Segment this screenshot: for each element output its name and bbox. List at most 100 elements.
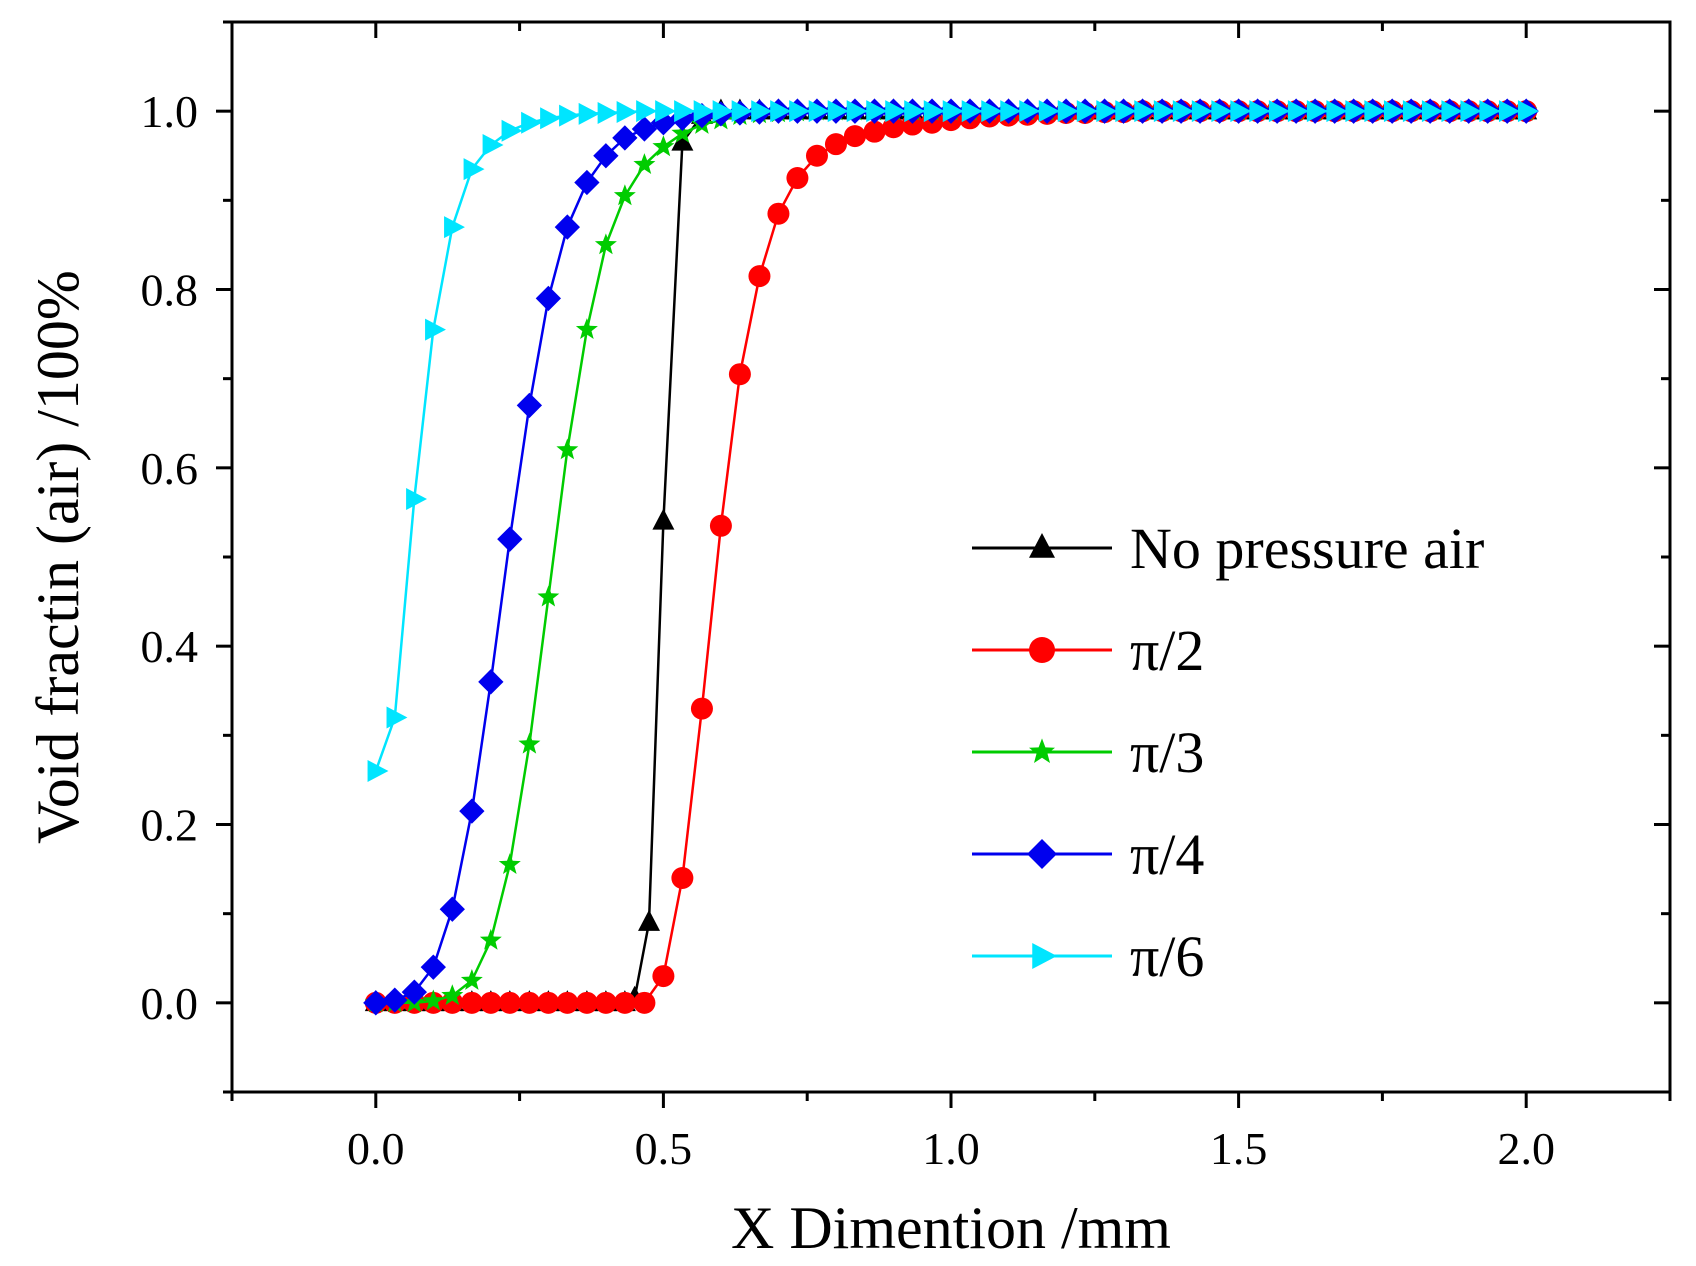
legend-label: No pressure air [1130, 516, 1484, 581]
y-tick-label: 0.4 [141, 621, 199, 672]
data-point [633, 991, 656, 1014]
data-point [386, 706, 408, 729]
data-point [594, 991, 617, 1014]
data-point [728, 363, 751, 386]
data-point [1115, 100, 1137, 123]
data-point [671, 129, 694, 151]
data-point [594, 233, 617, 255]
data-point [498, 991, 521, 1014]
legend: No pressure air π/2 π/3 π/4 π/6 [972, 516, 1484, 989]
data-point [1249, 100, 1271, 123]
legend-item: π/2 [972, 618, 1204, 683]
data-point [1287, 100, 1309, 123]
data-point [420, 954, 446, 980]
y-tick-label: 0.8 [141, 265, 199, 316]
data-point [652, 965, 675, 988]
series-layer [363, 98, 1539, 1016]
data-point [885, 100, 907, 123]
data-point [981, 100, 1003, 123]
data-point [1172, 100, 1194, 123]
data-point [631, 116, 658, 142]
data-point [636, 100, 658, 123]
data-point [518, 991, 541, 1014]
series-line [374, 109, 1527, 772]
x-axis-title: X Dimention /mm [731, 1195, 1171, 1261]
data-point [460, 991, 483, 1014]
data-point [1230, 100, 1252, 123]
legend-marker [1027, 839, 1057, 869]
data-point [1191, 100, 1213, 123]
y-axis-title: Void fractin (air) /100% [25, 270, 91, 844]
data-point [1000, 100, 1022, 123]
data-point [805, 144, 828, 167]
legend-marker [1032, 943, 1057, 969]
data-point [554, 214, 580, 240]
data-point [904, 100, 926, 123]
data-point [652, 508, 675, 530]
data-point [597, 101, 619, 124]
data-point [671, 121, 694, 143]
data-point [367, 760, 389, 782]
legend-marker [1029, 533, 1055, 558]
data-point [1383, 100, 1405, 123]
data-point [406, 488, 427, 511]
x-tick-label: 1.0 [922, 1123, 980, 1174]
data-point [1306, 100, 1328, 123]
data-point [789, 100, 811, 123]
data-point [767, 202, 790, 225]
data-point [460, 969, 483, 990]
data-point [441, 984, 464, 1005]
data-point [540, 107, 562, 130]
data-point [1326, 100, 1348, 123]
data-point [655, 100, 677, 123]
series-4 [367, 100, 1539, 782]
legend-marker [1029, 637, 1055, 663]
legend-label: π/3 [1130, 720, 1204, 785]
data-point [1038, 100, 1060, 123]
data-point [556, 991, 579, 1014]
data-point [439, 896, 465, 922]
data-point [1345, 100, 1367, 123]
data-point [444, 216, 465, 239]
data-point [516, 392, 543, 419]
data-point [559, 104, 580, 127]
data-point [923, 100, 945, 123]
data-point [1517, 100, 1539, 123]
data-point [363, 990, 389, 1016]
data-point [652, 135, 675, 157]
legend-label: π/4 [1130, 822, 1204, 887]
data-point [537, 585, 560, 607]
data-point [1364, 100, 1386, 123]
data-point [1479, 100, 1501, 123]
data-point [401, 979, 427, 1005]
data-point [518, 732, 541, 754]
data-point [575, 318, 598, 339]
data-point [1268, 100, 1290, 123]
legend-label: π/6 [1130, 924, 1204, 989]
x-tick-label: 0.0 [347, 1123, 405, 1174]
data-point [808, 100, 830, 123]
data-point [422, 989, 445, 1011]
y-tick-label: 0.6 [141, 443, 199, 494]
data-point [535, 285, 562, 312]
data-point [961, 100, 983, 123]
legend-item: π/4 [972, 822, 1204, 887]
data-point [731, 100, 753, 123]
data-point [1460, 100, 1482, 123]
data-point [638, 909, 661, 931]
data-point [501, 119, 523, 142]
data-point [463, 158, 485, 181]
data-point [882, 116, 905, 139]
data-point [612, 125, 638, 151]
data-point [770, 100, 792, 123]
data-point [709, 514, 732, 537]
data-point [843, 125, 866, 148]
data-point [827, 100, 849, 123]
data-point [846, 100, 868, 123]
x-tick-label: 0.5 [635, 1123, 693, 1174]
x-tick-label: 2.0 [1497, 1123, 1555, 1174]
data-point [497, 526, 523, 552]
data-point [1096, 100, 1118, 123]
data-point [671, 867, 694, 889]
legend-marker [1029, 738, 1055, 763]
